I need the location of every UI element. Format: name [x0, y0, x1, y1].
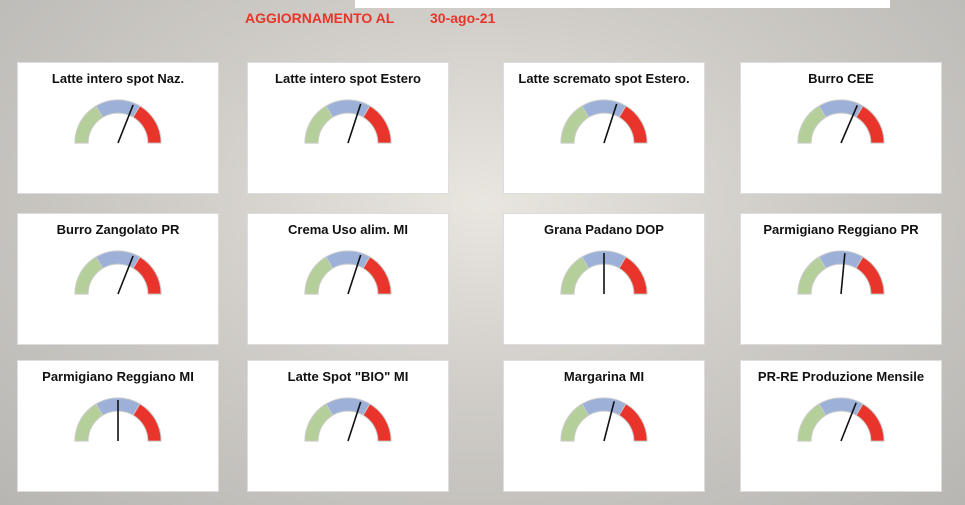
- gauge-title: Margarina MI: [563, 369, 645, 384]
- needle: [347, 401, 362, 442]
- gauge-band: [818, 397, 864, 416]
- gauge-band: [362, 256, 392, 295]
- gauge-band: [304, 403, 334, 442]
- gauge-band: [74, 403, 104, 442]
- gauge-card: Crema Uso alim. MI: [247, 213, 449, 345]
- gauge: [560, 99, 648, 144]
- gauge-band: [797, 256, 827, 295]
- gauge-band: [325, 397, 371, 416]
- gauge-card: Latte intero spot Naz.: [17, 62, 219, 194]
- gauge: [304, 99, 392, 144]
- gauge: [304, 397, 392, 442]
- gauge: [560, 250, 648, 295]
- gauge-card: Parmigiano Reggiano PR: [740, 213, 942, 345]
- gauge-title: Latte intero spot Naz.: [51, 71, 185, 86]
- top-bar: [355, 0, 890, 8]
- gauge-band: [74, 105, 104, 144]
- gauge-band: [304, 105, 334, 144]
- gauge: [797, 397, 885, 442]
- gauge-band: [95, 250, 141, 269]
- gauge-title: Latte Spot "BIO" MI: [287, 369, 409, 384]
- gauge-title: Burro Zangolato PR: [56, 222, 180, 237]
- gauge-band: [362, 105, 392, 144]
- gauge: [560, 397, 648, 442]
- gauge-card: Margarina MI: [503, 360, 705, 492]
- needle: [840, 253, 846, 295]
- gauge-title: PR-RE Produzione Mensile: [757, 369, 925, 384]
- gauge-title: Crema Uso alim. MI: [288, 222, 408, 237]
- gauge-band: [325, 250, 371, 269]
- gauge-band: [325, 99, 371, 118]
- needle: [117, 255, 134, 295]
- gauge-card: Grana Padano DOP: [503, 213, 705, 345]
- gauge-band: [304, 256, 334, 295]
- gauge-band: [818, 250, 864, 269]
- gauge-band: [797, 105, 827, 144]
- gauge-band: [797, 403, 827, 442]
- gauge-band: [132, 403, 162, 442]
- gauge-title: Burro CEE: [808, 71, 874, 86]
- gauge-band: [581, 397, 627, 416]
- gauge: [797, 250, 885, 295]
- needle: [347, 254, 362, 295]
- header-date: 30-ago-21: [430, 10, 496, 26]
- gauge: [74, 397, 162, 442]
- gauge-band: [74, 256, 104, 295]
- gauge-band: [132, 256, 162, 295]
- gauge-title: Latte intero spot Estero: [275, 71, 421, 86]
- gauge: [74, 250, 162, 295]
- gauge-band: [560, 256, 590, 295]
- needle: [117, 104, 134, 144]
- gauge-band: [132, 105, 162, 144]
- gauge-title: Parmigiano Reggiano PR: [763, 222, 919, 237]
- gauge-band: [618, 256, 648, 295]
- gauge-title: Grana Padano DOP: [544, 222, 664, 237]
- gauge: [74, 99, 162, 144]
- gauge-title: Parmigiano Reggiano MI: [42, 369, 194, 384]
- gauge-card: PR-RE Produzione Mensile: [740, 360, 942, 492]
- gauge-card: Burro Zangolato PR: [17, 213, 219, 345]
- gauge-band: [581, 99, 627, 118]
- gauge-card: Latte intero spot Estero: [247, 62, 449, 194]
- gauge-band: [362, 403, 392, 442]
- gauge-band: [855, 105, 885, 144]
- needle: [840, 402, 857, 442]
- gauge-card: Burro CEE: [740, 62, 942, 194]
- needle: [603, 401, 615, 442]
- gauge-title: Latte scremato spot Estero.: [518, 71, 690, 86]
- gauge: [797, 99, 885, 144]
- gauge: [304, 250, 392, 295]
- gauge-band: [855, 256, 885, 295]
- header-label: AGGIORNAMENTO AL: [245, 10, 395, 26]
- needle: [347, 103, 362, 144]
- gauge-band: [560, 403, 590, 442]
- needle: [840, 105, 859, 144]
- gauge-band: [855, 403, 885, 442]
- gauge-card: Latte Spot "BIO" MI: [247, 360, 449, 492]
- gauge-band: [560, 105, 590, 144]
- gauge-band: [618, 105, 648, 144]
- gauge-card: Latte scremato spot Estero.: [503, 62, 705, 194]
- gauge-band: [618, 403, 648, 442]
- needle: [603, 103, 618, 144]
- gauge-card: Parmigiano Reggiano MI: [17, 360, 219, 492]
- gauge-band: [95, 99, 141, 118]
